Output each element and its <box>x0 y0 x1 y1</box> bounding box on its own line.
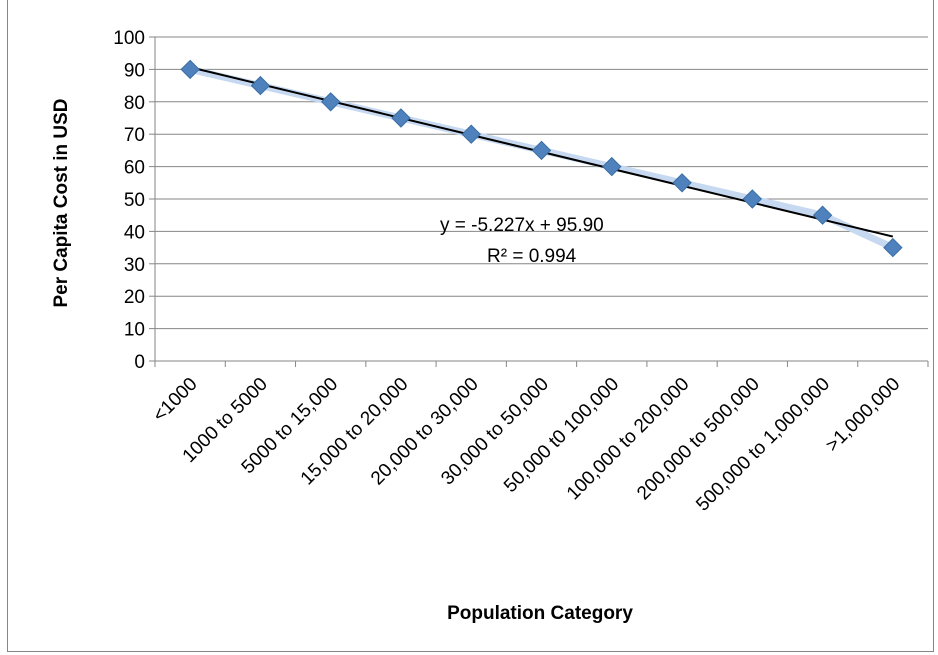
data-point-marker <box>812 205 833 225</box>
y-tick-label: 40 <box>124 222 145 243</box>
y-tick-label: 10 <box>124 320 145 341</box>
chart-frame <box>7 0 934 652</box>
y-tick-label: 30 <box>124 255 145 276</box>
data-point-marker <box>180 59 200 80</box>
data-point-marker <box>883 237 903 258</box>
y-tick-labels: 0 10 20 30 40 50 60 70 80 90 100 <box>113 28 145 373</box>
x-tick-label: <1000 <box>149 374 202 427</box>
y-tick-label: 100 <box>113 28 145 49</box>
x-tick-label: 200,000 to 500,000 <box>633 374 764 505</box>
trendline-r-squared: R² = 0.994 <box>487 246 577 267</box>
x-tick-label: 500,000 to 1,000,000 <box>692 374 834 516</box>
data-point-marker <box>320 92 341 112</box>
y-tick-label: 70 <box>124 125 145 146</box>
data-point-marker <box>602 156 622 177</box>
x-tick-label: 100,000 to 200,000 <box>563 374 694 505</box>
axes <box>149 36 929 367</box>
data-point-marker <box>672 173 692 193</box>
y-axis-title: Per Capita Cost in USD <box>51 98 72 307</box>
y-tick-label: 80 <box>124 93 145 114</box>
y-tick-label: 90 <box>124 60 145 81</box>
x-tick-label: >1,000,000 <box>822 374 904 456</box>
gridlines <box>155 36 928 330</box>
data-point-marker <box>531 140 552 161</box>
data-markers <box>180 59 903 258</box>
trendline-equation: y = -5.227x + 95.90 <box>440 215 604 236</box>
data-point-marker <box>391 108 411 128</box>
y-tick-label: 20 <box>124 287 145 308</box>
data-point-marker <box>250 75 271 96</box>
x-axis-title: Population Category <box>447 603 633 624</box>
y-tick-label: 50 <box>124 190 145 211</box>
data-point-marker <box>742 189 763 209</box>
y-tick-label: 0 <box>134 352 145 373</box>
data-point-marker <box>461 124 481 144</box>
y-tick-label: 60 <box>124 158 145 179</box>
